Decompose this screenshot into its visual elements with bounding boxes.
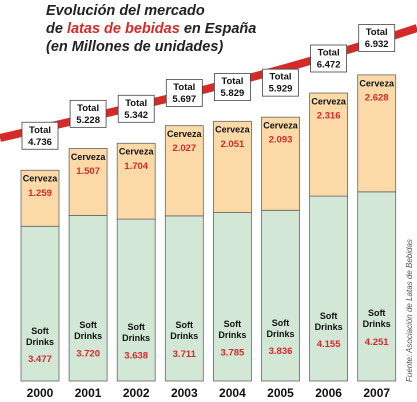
source: Fuente: Asociación de Latas de Bebidas <box>405 239 414 382</box>
series-label: Soft Drinks <box>362 308 391 330</box>
value-label: 1.704 <box>124 161 148 172</box>
total-box <box>165 79 203 107</box>
total-value: 5.829 <box>221 88 245 99</box>
value-label: 1.507 <box>76 166 100 177</box>
series-label-box: Soft Drinks <box>74 320 103 342</box>
total-box <box>310 44 348 73</box>
total-value: 5.342 <box>124 110 148 121</box>
total-label: Total <box>318 48 340 59</box>
bars: Soft Drinks 3.477 Cerveza 1.259 2000 Soft Dri… <box>20 74 397 400</box>
total-box <box>117 94 155 123</box>
series-label-box: Soft Drinks <box>218 318 247 340</box>
value-label: 2.027 <box>172 143 196 154</box>
total-value: 5.697 <box>172 94 196 105</box>
value-label: 4.155 <box>317 339 341 350</box>
chart-subtitle: (en Millones de unidades) <box>46 39 223 55</box>
total-label: Total <box>270 72 292 83</box>
bar-segment <box>68 215 108 382</box>
series-label: Cerveza <box>167 129 203 139</box>
value-label: 1.259 <box>28 188 52 199</box>
series-label: Cerveza <box>71 152 107 162</box>
series-label: Soft Drinks <box>74 320 103 342</box>
bar-segment <box>116 218 156 382</box>
total-box <box>69 99 107 128</box>
x-tick-label: 2005 <box>267 386 294 400</box>
title-part: de <box>46 21 63 37</box>
chart-title: de latas de bebidas en España <box>46 21 256 37</box>
x-tick-label: 2000 <box>27 386 54 400</box>
series-label: Soft Drinks <box>25 325 54 347</box>
x-tick-label: 2001 <box>75 386 102 400</box>
total-value: 5.929 <box>269 84 293 95</box>
total-label: Total <box>77 103 99 114</box>
total-value: 6.472 <box>317 60 341 71</box>
bar-segment <box>20 169 60 227</box>
series-label-box: Soft Drinks <box>362 308 391 330</box>
series-label: Soft Drinks <box>266 317 295 339</box>
value-label: 4.251 <box>365 337 389 348</box>
total-box <box>262 68 299 97</box>
total-value: 4.736 <box>28 137 52 148</box>
series-label: Cerveza <box>23 174 59 184</box>
x-tick-label: 2006 <box>315 386 342 400</box>
series-label: Soft Drinks <box>122 322 151 344</box>
bar-segment <box>261 116 300 211</box>
chart-title: Evolución del mercado <box>46 3 205 19</box>
series-label-box: Soft Drinks <box>25 325 54 347</box>
bar-segment <box>164 215 204 382</box>
total-value: 5.228 <box>76 115 100 126</box>
total-label: Total <box>125 98 147 109</box>
value-label: 2.093 <box>269 135 293 146</box>
series-label: Cerveza <box>119 147 155 157</box>
bar-segment <box>20 225 60 382</box>
series-label-box: Soft Drinks <box>122 322 151 344</box>
bar-segment <box>309 92 349 197</box>
total-box <box>213 73 251 102</box>
total-value: 6.932 <box>365 39 389 50</box>
series-label-box: Soft Drinks <box>314 310 343 332</box>
value-label: 3.785 <box>221 347 245 358</box>
x-tick-label: 2002 <box>123 386 150 400</box>
value-label: 3.638 <box>124 351 148 362</box>
value-label: 3.477 <box>28 354 52 365</box>
total-label: Total <box>29 125 51 136</box>
series-label: Soft Drinks <box>218 318 247 340</box>
title-part: en España <box>184 21 257 37</box>
bar-segment <box>357 191 397 382</box>
series-label: Cerveza <box>263 121 299 131</box>
x-tick-label: 2004 <box>219 386 246 400</box>
bar-segment <box>309 195 349 382</box>
total-label: Total <box>221 76 243 87</box>
title-highlight: latas de bebidas <box>67 21 180 37</box>
bar-segment <box>212 120 252 213</box>
x-tick-label: 2007 <box>363 386 390 400</box>
total-box <box>358 24 396 52</box>
bar-segment <box>212 212 252 382</box>
bar-segment <box>261 209 300 382</box>
value-label: 3.720 <box>76 349 100 360</box>
value-label: 2.628 <box>365 92 389 103</box>
value-label: 2.316 <box>317 111 341 122</box>
value-label: 2.051 <box>221 139 245 150</box>
bar-segment <box>164 125 204 217</box>
total-label: Total <box>366 27 388 38</box>
series-label: Cerveza <box>359 78 395 88</box>
series-label: Cerveza <box>215 125 251 135</box>
series-label: Soft Drinks <box>314 310 343 332</box>
total-box <box>21 121 59 150</box>
bar-segment <box>357 74 397 193</box>
series-label: Cerveza <box>311 96 347 106</box>
value-label: 3.836 <box>269 346 293 357</box>
bar-segment <box>68 147 108 216</box>
bar-segment <box>116 142 156 220</box>
x-tick-label: 2003 <box>171 386 198 400</box>
series-label: Soft Drinks <box>170 320 199 342</box>
value-label: 3.711 <box>173 349 197 360</box>
series-label-box: Soft Drinks <box>266 317 295 339</box>
series-label-box: Soft Drinks <box>170 320 199 342</box>
total-label: Total <box>173 82 195 93</box>
